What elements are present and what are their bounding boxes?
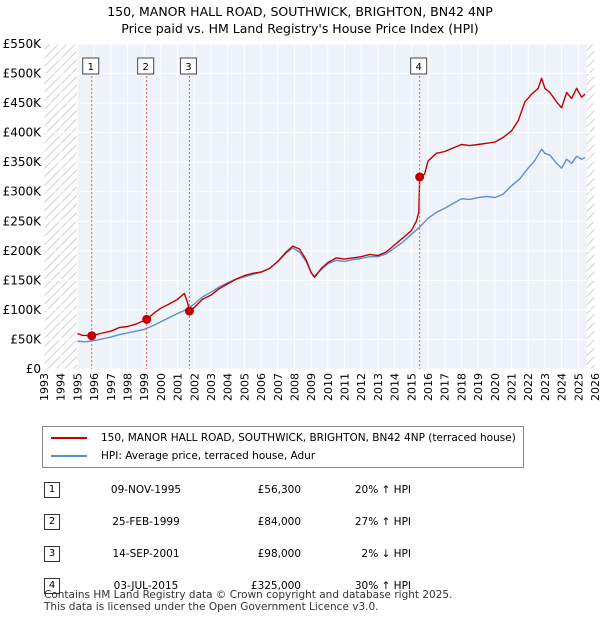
x-tick-label: 1995 (71, 373, 84, 401)
sale-date: 25-FEB-1999 (112, 516, 180, 528)
x-tick-label: 2025 (572, 373, 585, 401)
x-tick-label: 2000 (155, 373, 168, 401)
sale-badge: 4 (44, 578, 60, 594)
sale-label-number: 4 (415, 62, 421, 73)
x-tick-label: 2003 (205, 373, 218, 401)
sale-price: £98,000 (257, 548, 301, 560)
sale-price: £325,000 (250, 580, 301, 592)
x-tick-label: 1997 (105, 373, 118, 401)
x-tick-label: 2018 (455, 373, 468, 401)
table-row: 1 09-NOV-1995 £56,300 20% ↑ HPI (44, 474, 421, 506)
legend-property: 150, MANOR HALL ROAD, SOUTHWICK, BRIGHTO… (51, 430, 516, 446)
y-tick-label: £350K (3, 155, 43, 169)
sale-price: £56,300 (257, 484, 301, 496)
sale-hpi-change: 2% ↓ HPI (361, 548, 411, 560)
x-tick-label: 1999 (138, 373, 151, 401)
legend-property-line (51, 437, 87, 439)
x-tick-label: 2008 (288, 373, 301, 401)
hpi-series-line (77, 148, 586, 343)
y-tick-label: £450K (3, 96, 43, 110)
y-tick-label: £550K (3, 37, 43, 51)
y-tick-label: £200K (3, 244, 43, 258)
property-series-line (77, 77, 586, 337)
sales-table: 1 09-NOV-1995 £56,300 20% ↑ HPI 2 25-FEB… (44, 474, 421, 602)
x-tick-label: 2017 (439, 373, 452, 401)
y-tick-label: £400K (3, 126, 43, 140)
legend: 150, MANOR HALL ROAD, SOUTHWICK, BRIGHTO… (42, 426, 524, 468)
legend-hpi-label: HPI: Average price, terraced house, Adur (101, 450, 316, 462)
y-tick-label: £0 (26, 362, 41, 376)
x-tick-label: 2002 (188, 373, 201, 401)
sale-price: £84,000 (257, 516, 301, 528)
sale-hpi-change: 30% ↑ HPI (354, 580, 411, 592)
footer-copyright: Contains HM Land Registry data © Crown c… (44, 589, 453, 601)
footer: Contains HM Land Registry data © Crown c… (44, 589, 453, 613)
x-tick-label: 2004 (222, 373, 235, 401)
y-tick-label: £100K (3, 303, 43, 317)
x-tick-label: 2001 (172, 373, 185, 401)
legend-hpi: HPI: Average price, terraced house, Adur (51, 448, 315, 464)
sale-badge: 1 (44, 482, 60, 498)
x-tick-label: 2021 (506, 373, 519, 401)
chart-title: 150, MANOR HALL ROAD, SOUTHWICK, BRIGHTO… (107, 4, 493, 19)
sale-badge: 2 (44, 514, 60, 530)
x-tick-label: 2015 (405, 373, 418, 401)
table-row: 2 25-FEB-1999 £84,000 27% ↑ HPI (44, 506, 421, 538)
hatched-region-after (586, 44, 595, 369)
sale-badge: 3 (44, 546, 60, 562)
y-tick-label: £50K (10, 332, 42, 346)
sale-label-box (82, 57, 100, 75)
legend-property-label: 150, MANOR HALL ROAD, SOUTHWICK, BRIGHTO… (101, 432, 516, 444)
x-tick-label: 2009 (305, 373, 318, 401)
x-tick-label: 2023 (539, 373, 552, 401)
sale-date: 09-NOV-1995 (110, 484, 182, 496)
x-tick-label: 2026 (589, 373, 600, 401)
x-tick-label: 2005 (238, 373, 251, 401)
sale-hpi-change: 27% ↑ HPI (354, 516, 411, 528)
footer-licence: This data is licensed under the Open Gov… (44, 600, 379, 613)
sale-label-number: 2 (142, 62, 148, 73)
sale-label-box (410, 57, 428, 75)
sale-date: 03-JUL-2015 (113, 580, 179, 592)
sale-date: 14-SEP-2001 (112, 548, 180, 560)
table-row: 4 03-JUL-2015 £325,000 30% ↑ HPI (44, 570, 421, 602)
sale-label-number: 1 (88, 62, 94, 73)
x-tick-label: 2006 (255, 373, 268, 401)
sale-point (142, 314, 152, 324)
y-tick-label: £250K (3, 214, 43, 228)
x-tick-label: 2019 (472, 373, 485, 401)
x-tick-label: 2013 (372, 373, 385, 401)
sale-point (87, 331, 97, 341)
x-tick-label: 1998 (121, 373, 134, 401)
x-tick-label: 2016 (422, 373, 435, 401)
x-tick-label: 2022 (522, 373, 535, 401)
x-tick-label: 1994 (55, 373, 68, 401)
sale-label-number: 3 (185, 62, 191, 73)
chart-subtitle: Price paid vs. HM Land Registry's House … (121, 21, 479, 36)
sale-point (184, 306, 194, 316)
y-tick-label: £300K (3, 185, 43, 199)
sale-label-box (137, 57, 155, 75)
sale-hpi-change: 20% ↑ HPI (354, 484, 411, 496)
sale-label-box (179, 57, 197, 75)
y-tick-label: £150K (3, 273, 43, 287)
x-tick-label: 2014 (389, 373, 402, 401)
x-tick-label: 2024 (556, 373, 569, 401)
x-tick-label: 1996 (88, 373, 101, 401)
plot-area (44, 44, 595, 369)
sale-point (415, 172, 425, 182)
x-tick-label: 2020 (489, 373, 502, 401)
legend-hpi-line (51, 455, 87, 457)
price-chart: 1 2 3 4 £0 £50K £100K £150K £200K £250K £300K £350… (3, 37, 600, 401)
y-tick-label: £500K (3, 67, 43, 81)
x-tick-label: 2007 (272, 373, 285, 401)
x-tick-label: 2011 (339, 373, 352, 401)
x-tick-label: 2012 (355, 373, 368, 401)
x-tick-label: 2010 (322, 373, 335, 401)
table-row: 3 14-SEP-2001 £98,000 2% ↓ HPI (44, 538, 421, 570)
x-tick-label: 1993 (38, 373, 51, 401)
